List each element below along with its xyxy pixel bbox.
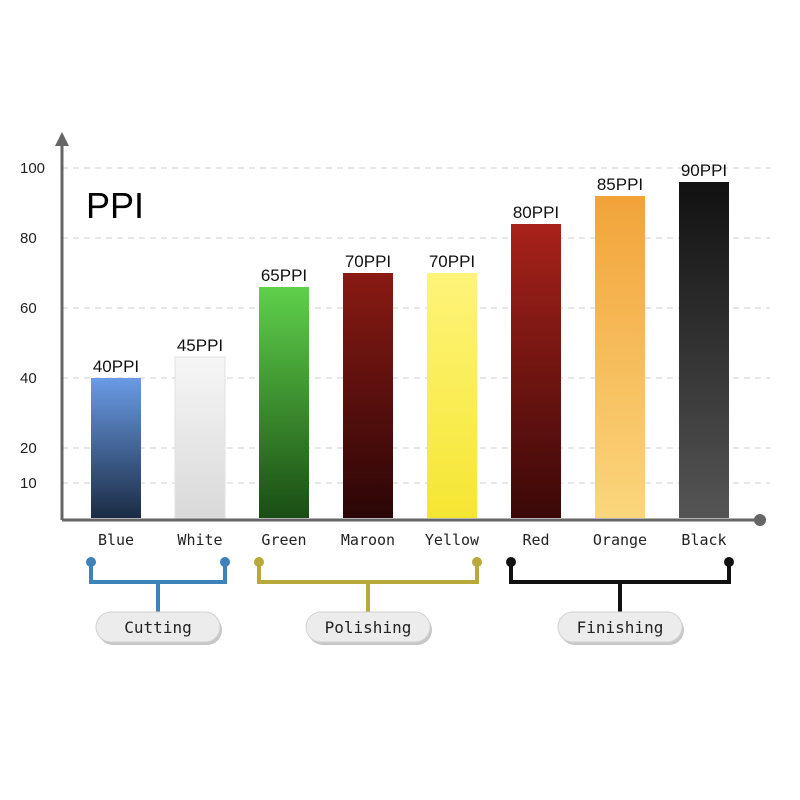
bar-white	[175, 357, 225, 518]
data-label: 85PPI	[597, 175, 643, 194]
bracket-line	[89, 562, 227, 584]
category-label: Black	[681, 531, 726, 549]
category-label: Maroon	[341, 531, 395, 549]
group-label: Cutting	[124, 618, 191, 637]
group-label: Finishing	[577, 618, 664, 637]
data-label: 45PPI	[177, 336, 223, 355]
bar-orange	[595, 196, 645, 518]
bar-black	[679, 182, 729, 518]
data-label: 80PPI	[513, 203, 559, 222]
data-label: 90PPI	[681, 161, 727, 180]
bar-maroon	[343, 273, 393, 518]
y-axis-ticks: 10 20 40 60 80 100	[20, 160, 45, 492]
y-tick-label: 80	[20, 230, 37, 247]
category-label: White	[177, 531, 222, 549]
category-labels: Blue White Green Maroon Yellow Red Orange Black	[98, 531, 727, 549]
y-tick-label: 40	[20, 370, 37, 387]
gridlines	[62, 167, 770, 484]
axes	[55, 132, 766, 526]
data-label: 70PPI	[345, 252, 391, 271]
y-tick-label: 20	[20, 440, 37, 457]
category-groups: Cutting Polishing Finishing	[86, 557, 734, 645]
group-pill	[95, 611, 221, 643]
group-pill	[305, 611, 431, 643]
category-label: Blue	[98, 531, 134, 549]
category-label: Yellow	[425, 531, 480, 549]
group-polishing: Polishing	[254, 557, 482, 645]
bar-yellow	[427, 273, 477, 518]
group-finishing: Finishing	[506, 557, 734, 645]
bar-blue	[91, 378, 141, 518]
bar-red	[511, 224, 561, 518]
bracket-line	[257, 562, 479, 584]
bar-outline	[174, 356, 226, 519]
bar-green	[259, 287, 309, 518]
data-label: 40PPI	[93, 357, 139, 376]
y-tick-label: 60	[20, 300, 37, 317]
data-label: 70PPI	[429, 252, 475, 271]
category-label: Orange	[593, 531, 647, 549]
x-axis-end-dot-icon	[754, 514, 766, 526]
y-tick-label: 10	[20, 475, 37, 492]
bracket-line	[509, 562, 731, 584]
chart-title: PPI	[86, 185, 144, 226]
category-label: Red	[522, 531, 549, 549]
data-label: 65PPI	[261, 266, 307, 285]
y-tick-label: 100	[20, 160, 45, 177]
category-label: Green	[261, 531, 306, 549]
group-label: Polishing	[325, 618, 412, 637]
group-pill	[557, 611, 683, 643]
group-cutting: Cutting	[86, 557, 230, 645]
y-axis-arrow-icon	[55, 132, 69, 146]
bars: 40PPI 45PPI 65PPI 70PPI 70PPI 80PPI 85PPI 90PPI	[91, 161, 729, 519]
